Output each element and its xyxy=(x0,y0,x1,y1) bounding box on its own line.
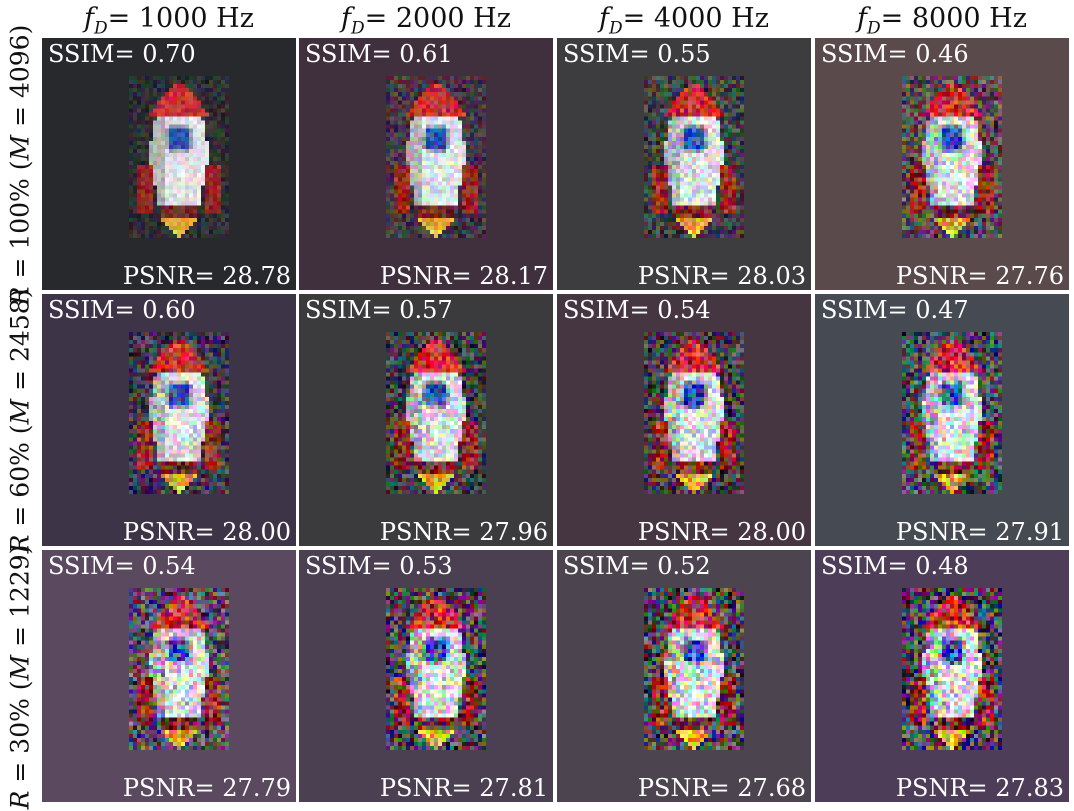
panel-r0-c2: SSIM= 0.55 PSNR= 28.03 xyxy=(557,38,811,290)
rocket-reconstruction-image xyxy=(129,76,229,238)
psnr-label: PSNR= 27.68 xyxy=(637,774,806,802)
ssim-label: SSIM= 0.53 xyxy=(305,552,453,580)
panel-r1-c2: SSIM= 0.54 PSNR= 28.00 xyxy=(557,294,811,546)
header-value: = 4000 Hz xyxy=(622,3,769,34)
row-label-text: R = 60% (M = 2458) xyxy=(6,289,35,554)
psnr-label: PSNR= 28.78 xyxy=(122,262,291,290)
ssim-label: SSIM= 0.52 xyxy=(563,552,711,580)
header-var: f xyxy=(84,3,95,34)
rocket-reconstruction-image xyxy=(902,332,1002,494)
header-sub: D xyxy=(94,18,108,39)
panel-r1-c3: SSIM= 0.47 PSNR= 27.91 xyxy=(815,294,1069,546)
ssim-label: SSIM= 0.47 xyxy=(821,296,969,324)
header-var: f xyxy=(857,3,868,34)
panel-r0-c3: SSIM= 0.46 PSNR= 27.76 xyxy=(815,38,1069,290)
row-label-text: R = 100% (M = 4096) xyxy=(6,25,35,306)
row-var2: M xyxy=(5,134,35,161)
header-sub: D xyxy=(867,18,881,39)
panel-r2-c1: SSIM= 0.53 PSNR= 27.81 xyxy=(299,550,553,802)
row-text: = 100% ( xyxy=(5,160,35,287)
column-header-1000hz: fD= 1000 Hz xyxy=(42,0,296,38)
column-header-2000hz: fD= 2000 Hz xyxy=(299,0,553,38)
panel-r1-c0: SSIM= 0.60 PSNR= 28.00 xyxy=(42,294,296,546)
row-label-60pct: R = 60% (M = 2458) xyxy=(0,289,40,554)
ssim-label: SSIM= 0.46 xyxy=(821,40,969,68)
panel-r2-c0: SSIM= 0.54 PSNR= 27.79 xyxy=(42,550,296,802)
psnr-label: PSNR= 28.00 xyxy=(637,518,806,546)
panel-r2-c3: SSIM= 0.48 PSNR= 27.83 xyxy=(815,550,1069,802)
rocket-reconstruction-image xyxy=(644,588,744,750)
ssim-label: SSIM= 0.60 xyxy=(48,296,196,324)
rocket-reconstruction-image xyxy=(386,76,486,238)
header-var: f xyxy=(341,3,352,34)
ssim-label: SSIM= 0.48 xyxy=(821,552,969,580)
row-label-text: R = 30% (M = 1229) xyxy=(6,545,35,810)
psnr-label: PSNR= 27.81 xyxy=(379,774,548,802)
row-text2: = 4096) xyxy=(5,24,35,135)
row-text2: = 2458) xyxy=(5,288,35,399)
psnr-label: PSNR= 27.79 xyxy=(122,774,291,802)
row-text2: = 1229) xyxy=(5,544,35,655)
row-var: R xyxy=(5,790,35,810)
ssim-label: SSIM= 0.54 xyxy=(563,296,711,324)
column-header-4000hz: fD= 4000 Hz xyxy=(557,0,811,38)
ssim-label: SSIM= 0.70 xyxy=(48,40,196,68)
header-value: = 2000 Hz xyxy=(364,3,511,34)
rocket-reconstruction-image xyxy=(644,76,744,238)
column-header-8000hz: fD= 8000 Hz xyxy=(815,0,1069,38)
rocket-reconstruction-image xyxy=(902,588,1002,750)
ssim-label: SSIM= 0.54 xyxy=(48,552,196,580)
rocket-reconstruction-image xyxy=(129,588,229,750)
header-value: = 1000 Hz xyxy=(107,3,254,34)
row-text: = 30% ( xyxy=(5,680,35,791)
psnr-label: PSNR= 28.00 xyxy=(122,518,291,546)
rocket-reconstruction-image xyxy=(386,588,486,750)
row-label-30pct: R = 30% (M = 1229) xyxy=(0,545,40,810)
header-sub: D xyxy=(609,18,623,39)
panel-r0-c0: SSIM= 0.70 PSNR= 28.78 xyxy=(42,38,296,290)
header-var: f xyxy=(599,3,610,34)
psnr-label: PSNR= 28.03 xyxy=(637,262,806,290)
rocket-reconstruction-image xyxy=(644,332,744,494)
panel-r0-c1: SSIM= 0.61 PSNR= 28.17 xyxy=(299,38,553,290)
psnr-label: PSNR= 27.96 xyxy=(379,518,548,546)
header-value: = 8000 Hz xyxy=(880,3,1027,34)
rocket-reconstruction-image xyxy=(129,332,229,494)
row-label-100pct: R = 100% (M = 4096) xyxy=(0,25,40,306)
header-sub: D xyxy=(351,18,365,39)
rocket-reconstruction-image xyxy=(386,332,486,494)
panel-r1-c1: SSIM= 0.57 PSNR= 27.96 xyxy=(299,294,553,546)
panel-r2-c2: SSIM= 0.52 PSNR= 27.68 xyxy=(557,550,811,802)
ssim-label: SSIM= 0.61 xyxy=(305,40,453,68)
row-var2: M xyxy=(5,654,35,681)
row-text: = 60% ( xyxy=(5,424,35,535)
psnr-label: PSNR= 27.76 xyxy=(895,262,1064,290)
row-var2: M xyxy=(5,398,35,425)
ssim-label: SSIM= 0.57 xyxy=(305,296,453,324)
psnr-label: PSNR= 27.83 xyxy=(895,774,1064,802)
ssim-label: SSIM= 0.55 xyxy=(563,40,711,68)
rocket-reconstruction-image xyxy=(902,76,1002,238)
psnr-label: PSNR= 27.91 xyxy=(895,518,1064,546)
psnr-label: PSNR= 28.17 xyxy=(379,262,548,290)
